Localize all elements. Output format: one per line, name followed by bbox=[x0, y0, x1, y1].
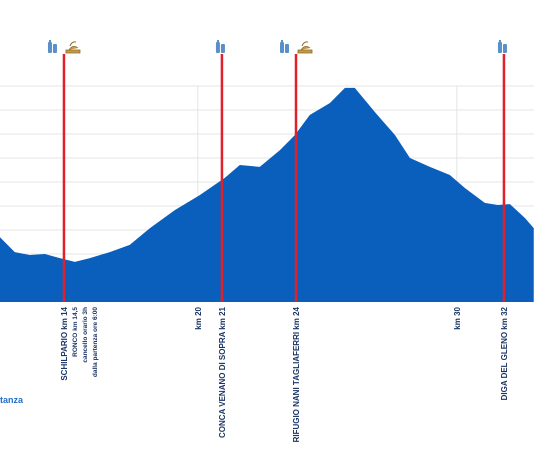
marker-icons bbox=[215, 40, 225, 53]
water-icon bbox=[285, 44, 290, 53]
marker-icons bbox=[280, 40, 313, 54]
water-cap bbox=[216, 40, 219, 42]
marker-label: SCHILPARIO km 14 bbox=[60, 306, 69, 380]
x-tick-label: km 20 bbox=[194, 306, 203, 329]
food-icon bbox=[297, 46, 313, 54]
water-icon bbox=[280, 42, 285, 53]
water-cap bbox=[48, 40, 51, 42]
food-icon bbox=[65, 46, 81, 54]
marker-label: RONCO km 14,5 bbox=[72, 307, 79, 357]
water-icon bbox=[215, 42, 220, 53]
water-icon bbox=[497, 42, 502, 53]
marker-icons bbox=[497, 40, 507, 53]
water-cap bbox=[281, 40, 284, 42]
water-icon bbox=[220, 44, 225, 53]
food-steam bbox=[69, 41, 77, 47]
elevation-area bbox=[0, 87, 534, 302]
marker-label: dalla partenza ore 6:00 bbox=[92, 307, 99, 377]
marker-icons bbox=[47, 40, 81, 54]
x-tick-label: km 30 bbox=[453, 306, 462, 329]
water-icon bbox=[52, 44, 57, 53]
marker-label: RIFUGIO NANI TAGLIAFERRI km 24 bbox=[292, 306, 301, 442]
water-cap bbox=[498, 40, 501, 42]
marker-label: cancello orario 3h bbox=[82, 307, 89, 363]
marker-label: CONCA VENANO DI SOPRA km 21 bbox=[218, 306, 227, 438]
water-icon bbox=[47, 42, 52, 53]
food-steam bbox=[301, 41, 309, 47]
marker-label: DIGA DEL GLENO km 32 bbox=[500, 306, 509, 400]
x-axis-label: tanza bbox=[0, 395, 24, 405]
water-icon bbox=[502, 44, 507, 53]
